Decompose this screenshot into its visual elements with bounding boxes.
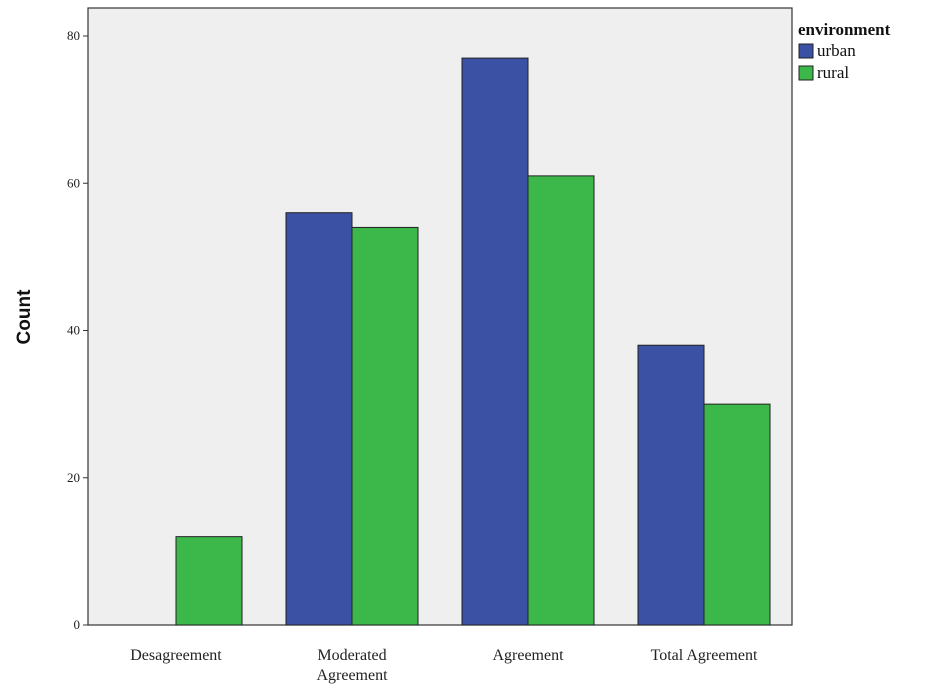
- bar-urban-1: [285, 212, 353, 626]
- bar-rural-2: [527, 175, 595, 626]
- legend-swatch-urban: [798, 43, 814, 59]
- x-tick-label: Moderated Agreement: [316, 647, 388, 684]
- bars: [175, 57, 771, 626]
- bar-urban-3: [637, 344, 705, 626]
- y-tick-label: 60: [67, 175, 80, 190]
- legend-label-urban: urban: [817, 41, 856, 60]
- x-tick-label: Total Agreement: [651, 647, 758, 664]
- y-tick-label: 0: [74, 617, 81, 632]
- y-tick-label: 80: [67, 28, 80, 43]
- x-tick-label: Desagreement: [130, 647, 222, 664]
- x-axis-labels: Desagreement Moderated Agreement Agreement T…: [130, 647, 758, 684]
- y-axis-ticks: 0 20 40 60 80: [67, 28, 88, 632]
- bar-rural-3: [703, 403, 771, 626]
- bar-rural-0: [175, 536, 243, 626]
- y-axis-label: Count: [14, 289, 35, 345]
- y-tick-label: 40: [67, 323, 80, 338]
- legend-title: environment: [798, 20, 891, 39]
- legend-label-rural: rural: [817, 63, 849, 82]
- bar-rural-1: [351, 226, 419, 626]
- y-tick-label: 20: [67, 470, 80, 485]
- x-tick-label: Agreement: [492, 647, 564, 664]
- bar-urban-2: [461, 57, 529, 626]
- legend-swatch-rural: [798, 65, 814, 81]
- legend: environment urban rural: [798, 20, 891, 82]
